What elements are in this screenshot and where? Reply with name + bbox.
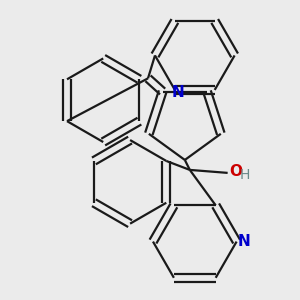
Text: H: H [240, 168, 250, 182]
Text: N: N [238, 234, 250, 249]
Text: N: N [172, 85, 184, 100]
Text: O: O [229, 164, 242, 179]
